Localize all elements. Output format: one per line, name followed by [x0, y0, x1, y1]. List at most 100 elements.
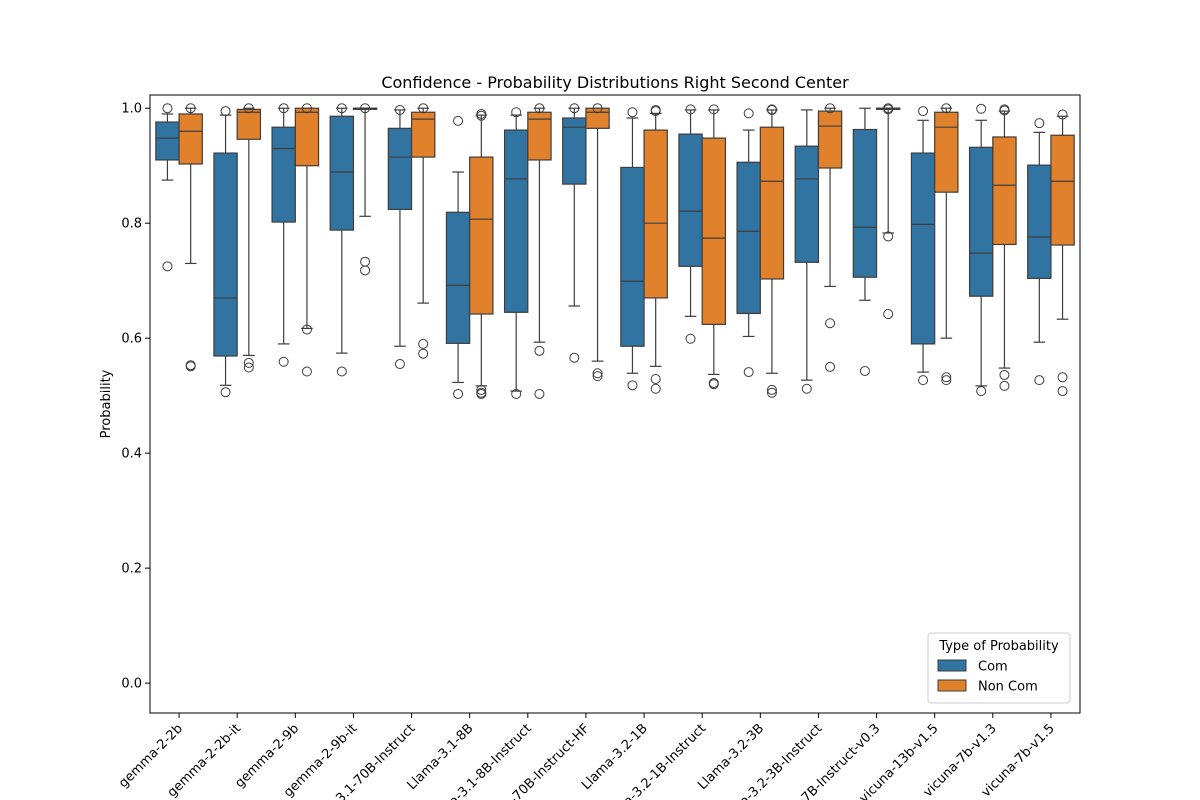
outlier [534, 103, 545, 114]
outlier [883, 309, 894, 320]
outlier [220, 387, 231, 398]
outlier [766, 104, 777, 115]
y-tick-label: 0.4 [121, 447, 142, 462]
y-tick-label: 0.2 [121, 562, 142, 577]
outlier [1057, 386, 1068, 397]
outlier [883, 104, 894, 115]
y-tick-label: 0.6 [121, 332, 142, 347]
box [910, 152, 936, 345]
box [271, 126, 296, 223]
outlier [534, 388, 545, 399]
outlier [1034, 118, 1045, 129]
box [469, 156, 494, 315]
outlier [592, 103, 603, 114]
outlier [453, 388, 464, 399]
box [852, 128, 878, 278]
outlier [185, 103, 196, 114]
outlier [918, 375, 929, 386]
box [934, 111, 959, 193]
legend-label: Com [978, 660, 1008, 675]
outlier [976, 386, 987, 397]
box [562, 117, 587, 185]
box [1027, 164, 1052, 279]
outlier [301, 324, 312, 335]
box [294, 107, 320, 167]
outlier [650, 383, 661, 394]
outlier [301, 103, 312, 114]
outlier [1057, 109, 1068, 120]
outlier [708, 379, 719, 390]
outlier [394, 104, 405, 115]
outlier [743, 367, 754, 378]
outlier [476, 388, 487, 399]
box [736, 161, 761, 315]
box [968, 146, 994, 297]
box [1050, 134, 1075, 246]
outlier [278, 103, 289, 114]
outlier [511, 107, 522, 118]
legend: Type of Probability Com Non Com [927, 632, 1071, 704]
outlier [825, 361, 836, 372]
outlier [825, 103, 836, 114]
outlier [476, 384, 487, 395]
outlier [162, 261, 173, 272]
outlier [999, 369, 1010, 380]
outlier [1034, 375, 1045, 386]
box [155, 121, 180, 161]
outlier [592, 368, 603, 379]
outlier [766, 387, 777, 398]
outlier [883, 231, 894, 242]
outlier [511, 388, 522, 399]
outlier [569, 103, 580, 114]
outlier [220, 106, 231, 117]
outlier [825, 318, 836, 329]
box [178, 113, 203, 165]
outlier [418, 103, 429, 114]
outlier [394, 359, 405, 370]
box [759, 126, 785, 280]
outlier [685, 333, 696, 344]
outlier [278, 356, 289, 367]
outlier [418, 348, 429, 359]
box [678, 133, 703, 267]
outlier [534, 345, 545, 356]
outlier [941, 372, 952, 383]
box [236, 108, 262, 140]
outlier [243, 357, 254, 368]
outlier [918, 106, 929, 117]
outlier [941, 375, 952, 386]
box [503, 129, 529, 313]
box [701, 137, 727, 325]
outlier [999, 105, 1010, 116]
outlier [766, 384, 777, 395]
outlier [476, 110, 487, 121]
outlier [999, 380, 1010, 391]
outlier [941, 103, 952, 114]
outlier [859, 365, 870, 376]
outlier [743, 108, 754, 119]
outlier [243, 362, 254, 373]
outlier [360, 265, 371, 276]
outlier [627, 380, 638, 391]
legend-label: Non Com [978, 680, 1038, 695]
outlier [708, 104, 719, 115]
y-axis-label: Probability [99, 369, 114, 438]
outlier [976, 103, 987, 114]
outlier [243, 103, 254, 114]
box [387, 127, 413, 211]
box [817, 110, 843, 169]
chart-title: Confidence - Probability Distributions R… [381, 73, 849, 92]
box [445, 211, 471, 344]
y-tick-label: 0.0 [121, 677, 142, 692]
box [213, 152, 238, 357]
outlier [185, 361, 196, 372]
box [585, 107, 610, 129]
outlier [162, 103, 173, 114]
box [620, 166, 645, 347]
outlier [650, 106, 661, 117]
y-tick-label: 1.0 [121, 102, 142, 117]
legend-title: Type of Probability [938, 639, 1059, 654]
outlier [685, 104, 696, 115]
outlier [301, 366, 312, 377]
